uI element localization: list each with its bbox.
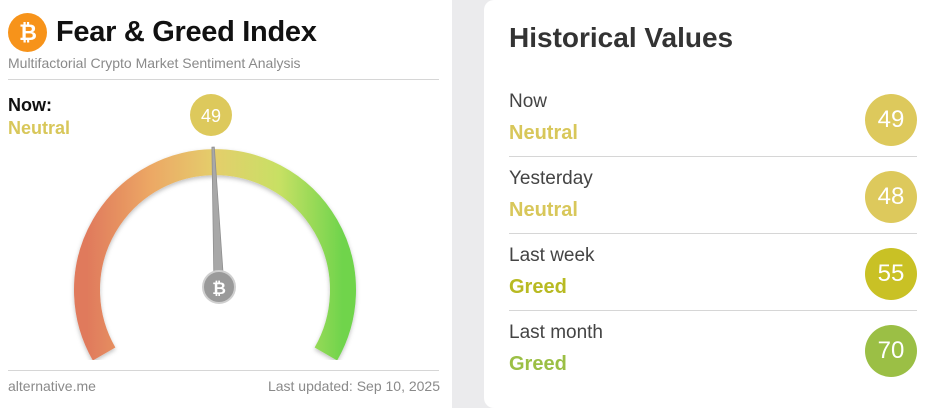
now-label: Now: bbox=[8, 95, 52, 115]
row-label: Last month bbox=[509, 322, 603, 343]
source-link[interactable]: alternative.me bbox=[8, 378, 96, 394]
row-classification: Greed bbox=[509, 276, 567, 298]
bitcoin-icon: ₿ bbox=[212, 279, 226, 298]
history-row-now: Now Neutral 49 bbox=[509, 80, 917, 157]
gauge-value: 49 bbox=[201, 106, 221, 126]
fear-greed-card: ₿ Fear & Greed Index Multifactorial Cryp… bbox=[0, 0, 452, 408]
row-classification: Neutral bbox=[509, 199, 578, 221]
history-row-last-week: Last week Greed 55 bbox=[509, 234, 917, 311]
history-row-yesterday: Yesterday Neutral 48 bbox=[509, 157, 917, 234]
row-label: Yesterday bbox=[509, 168, 593, 189]
history-row-last-month: Last month Greed 70 bbox=[509, 311, 917, 388]
divider bbox=[8, 79, 439, 80]
page-subtitle: Multifactorial Crypto Market Sentiment A… bbox=[8, 55, 301, 71]
row-value-badge: 49 bbox=[865, 94, 917, 146]
gauge-value-badge: 49 bbox=[190, 94, 232, 136]
row-label: Now bbox=[509, 91, 548, 112]
gauge-badge-circle bbox=[190, 94, 232, 136]
row-value-badge: 55 bbox=[865, 248, 917, 300]
row-value-badge: 48 bbox=[865, 171, 917, 223]
historical-values-card: Historical Values Now Neutral 49 Yesterd… bbox=[484, 0, 940, 408]
divider bbox=[8, 370, 439, 371]
row-classification: Greed bbox=[509, 353, 567, 375]
row-value-badge: 70 bbox=[865, 325, 917, 377]
svg-text:₿: ₿ bbox=[19, 20, 37, 45]
bitcoin-icon: ₿ bbox=[8, 12, 47, 52]
now-classification: Neutral bbox=[8, 118, 71, 138]
row-label: Last week bbox=[509, 245, 595, 266]
needle-hub: ₿ bbox=[202, 270, 236, 304]
historical-title: Historical Values bbox=[509, 22, 734, 53]
page-title: Fear & Greed Index bbox=[56, 15, 317, 48]
brand-header: ₿ Fear & Greed Index bbox=[8, 12, 317, 52]
gauge: 49 ₿ bbox=[74, 94, 356, 360]
row-classification: Neutral bbox=[509, 122, 578, 144]
last-updated: Last updated: Sep 10, 2025 bbox=[267, 378, 440, 394]
